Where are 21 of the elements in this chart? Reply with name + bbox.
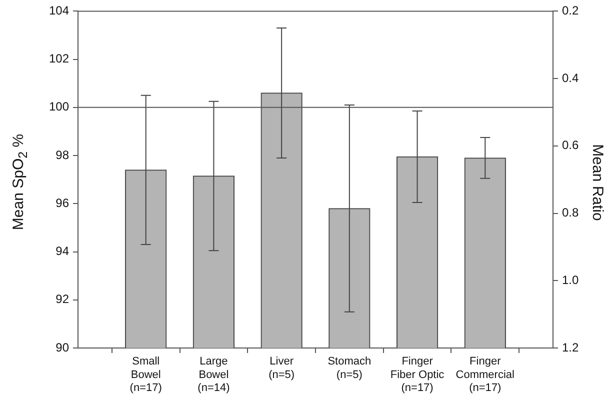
y2-tick-label: 0.6 bbox=[562, 138, 580, 152]
y2-tick-label: 1.2 bbox=[562, 340, 580, 354]
x-tick-label: Stomach (n=5) bbox=[328, 356, 372, 381]
y-tick-label: 102 bbox=[48, 52, 70, 66]
y-tick-label: 96 bbox=[56, 196, 70, 210]
x-tick-label: Liver (n=5) bbox=[268, 356, 295, 381]
y2-tick-label: 1.0 bbox=[562, 272, 580, 287]
x-tick-label: Finger Commercial (n=17) bbox=[456, 356, 514, 394]
y2-tick-label: 0.8 bbox=[562, 206, 580, 220]
x-tick-label: Large Bowel (n=14) bbox=[198, 356, 230, 394]
x-tick-label: Small Bowel (n=17) bbox=[130, 356, 162, 394]
y-tick-label: 90 bbox=[56, 340, 70, 354]
y-tick-label: 100 bbox=[48, 100, 70, 114]
y2-axis-title: Mean Ratio bbox=[588, 144, 606, 220]
y-tick-label: 104 bbox=[48, 4, 70, 18]
y-tick-label: 92 bbox=[56, 292, 70, 306]
x-tick-label: Finger Fiber Optic (n=17) bbox=[390, 356, 445, 394]
y-tick-label: 94 bbox=[56, 244, 70, 258]
y2-tick-label: 0.4 bbox=[562, 70, 580, 85]
y-tick-label: 98 bbox=[56, 148, 70, 162]
y2-tick-label: 0.2 bbox=[562, 4, 580, 18]
